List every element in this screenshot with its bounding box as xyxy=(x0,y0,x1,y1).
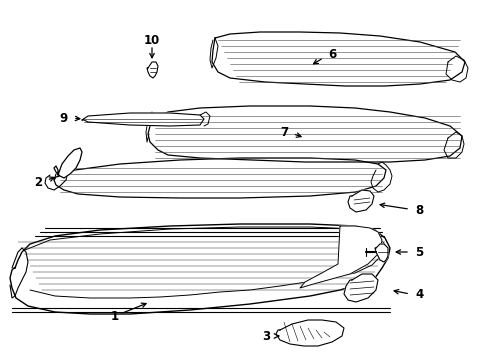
Polygon shape xyxy=(343,274,377,302)
Text: 1: 1 xyxy=(111,310,119,323)
Polygon shape xyxy=(54,148,82,178)
Text: 3: 3 xyxy=(262,329,269,342)
Polygon shape xyxy=(10,224,389,314)
Text: 5: 5 xyxy=(414,246,423,258)
Polygon shape xyxy=(148,106,461,162)
Text: 4: 4 xyxy=(414,288,423,302)
Polygon shape xyxy=(82,113,203,126)
Polygon shape xyxy=(299,226,381,288)
Text: 7: 7 xyxy=(279,126,287,139)
Polygon shape xyxy=(147,62,158,78)
Polygon shape xyxy=(275,320,343,346)
Text: 10: 10 xyxy=(143,33,160,46)
Polygon shape xyxy=(212,32,464,86)
Text: 6: 6 xyxy=(327,49,336,62)
Text: 2: 2 xyxy=(34,175,42,189)
Polygon shape xyxy=(347,190,373,212)
Text: 8: 8 xyxy=(414,203,423,216)
Polygon shape xyxy=(374,244,387,262)
Polygon shape xyxy=(54,158,385,198)
Text: 9: 9 xyxy=(60,112,68,125)
